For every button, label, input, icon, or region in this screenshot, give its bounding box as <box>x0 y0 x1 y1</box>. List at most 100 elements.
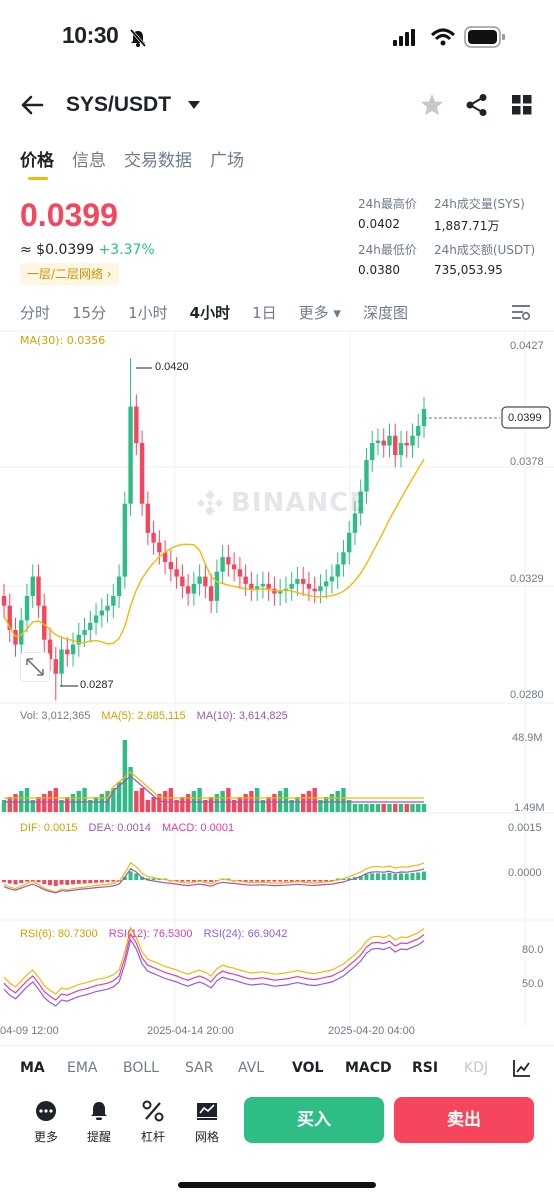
current-price-tag: 0.0399 <box>508 412 542 424</box>
interval-time[interactable]: 分时 <box>20 304 51 322</box>
volume-bar <box>197 788 202 812</box>
low-value: 0.0380 <box>358 263 400 277</box>
volume-bar <box>231 800 237 812</box>
indicator-vol[interactable]: VOL <box>292 1060 324 1076</box>
macd-bar <box>243 880 248 882</box>
candle-body <box>19 620 24 645</box>
indicator-macd[interactable]: MACD <box>345 1060 392 1076</box>
alert-bell-icon[interactable] <box>88 1100 110 1122</box>
interval-15m[interactable]: 15分 <box>72 304 107 322</box>
candle-body <box>237 569 243 577</box>
vol-ma5-line <box>4 771 424 799</box>
macd-value: MACD: 0.0001 <box>161 822 235 834</box>
macd-bar <box>295 880 300 882</box>
interval-1d[interactable]: 1日 <box>252 304 277 322</box>
macd-bar <box>306 880 311 882</box>
candle-body <box>82 630 87 635</box>
indicator-kdj[interactable]: KDJ <box>464 1060 489 1076</box>
indicator-boll[interactable]: BOLL <box>123 1060 159 1076</box>
vol-ma10-line <box>4 775 424 803</box>
indicator-avl[interactable]: AVL <box>238 1060 265 1076</box>
volume-bar <box>300 794 306 812</box>
indicator-ema[interactable]: EMA <box>67 1060 98 1076</box>
time-axis-3: 2025-04-20 04:00 <box>328 1025 415 1037</box>
low-marker: 0.0287 <box>80 679 114 691</box>
expand-chart-button[interactable] <box>20 652 50 682</box>
macd-bar <box>151 878 156 880</box>
vol-ma10: MA(10): 3,614,825 <box>196 710 288 722</box>
volume-bar <box>88 800 93 812</box>
pair-title[interactable]: SYS/USDT <box>66 93 172 116</box>
candle-body <box>76 634 81 645</box>
indicator-rsi[interactable]: RSI <box>412 1060 439 1076</box>
tab-price[interactable]: 价格 <box>20 151 54 171</box>
indicator-ma[interactable]: MA <box>20 1060 45 1076</box>
macd-bar <box>76 880 81 884</box>
tab-info[interactable]: 信息 <box>72 151 106 171</box>
volume-bar <box>272 794 277 812</box>
macd-bar <box>94 880 99 883</box>
volume-bar <box>237 797 243 812</box>
interval-4h[interactable]: 4小时 <box>189 304 231 322</box>
page-tabs: 价格 信息 交易数据 广场 <box>20 146 244 178</box>
leverage-icon[interactable] <box>142 1100 164 1122</box>
candle-body <box>185 586 191 594</box>
macd-bar <box>255 880 260 882</box>
candle-body <box>266 583 271 589</box>
macd-bar <box>318 880 323 882</box>
top-bar: SYS/USDT <box>0 82 554 128</box>
indicator-sar[interactable]: SAR <box>185 1060 214 1076</box>
sell-button[interactable]: 卖出 <box>394 1097 534 1143</box>
candle-body <box>36 576 41 606</box>
chart-settings-icon[interactable] <box>511 303 531 321</box>
rsi12-label: RSI(12): 76.5300 <box>108 928 193 940</box>
caret-down-icon[interactable] <box>187 100 201 110</box>
macd-bar <box>191 880 196 882</box>
volume-bar <box>358 804 363 812</box>
leverage-label[interactable]: 杠杆 <box>140 1130 165 1144</box>
candle-body <box>208 586 214 601</box>
interval-more[interactable]: 更多 ▾ <box>298 304 341 322</box>
high-value: 0.0402 <box>358 217 400 231</box>
grid-label[interactable]: 网格 <box>194 1130 219 1144</box>
macd-bar <box>71 880 76 885</box>
candle-body <box>358 491 363 514</box>
favorite-star-icon[interactable] <box>420 93 444 117</box>
volume-bar <box>260 800 266 812</box>
home-indicator <box>178 1182 376 1188</box>
candle-body <box>387 435 392 446</box>
indicator-settings-icon[interactable] <box>512 1058 532 1078</box>
price-axis-2: 0.0378 <box>510 456 544 468</box>
rsi-axis-mid: 50.0 <box>522 978 544 990</box>
grid-bot-icon[interactable] <box>196 1100 218 1122</box>
macd-bar <box>381 873 386 880</box>
grid-menu-icon[interactable] <box>512 95 532 115</box>
network-badge[interactable]: 一层/二层网络 › <box>20 263 119 285</box>
last-price: 0.0399 <box>20 197 118 233</box>
volume-bar <box>381 804 386 812</box>
volume-bar <box>36 797 41 812</box>
buy-button[interactable]: 买入 <box>244 1097 384 1143</box>
volume-bar <box>99 794 105 812</box>
more-icon[interactable] <box>35 1100 57 1122</box>
volume-value: 1,887.71万 <box>434 219 500 233</box>
candle-body <box>231 564 237 570</box>
tab-trading-data[interactable]: 交易数据 <box>124 151 192 171</box>
candle-body <box>260 583 266 587</box>
macd-axis-top: 0.0015 <box>508 822 542 834</box>
chart-canvas[interactable] <box>0 330 554 1026</box>
candle-body <box>404 443 409 446</box>
interval-1h[interactable]: 1小时 <box>128 304 168 322</box>
tab-square[interactable]: 广场 <box>210 151 244 171</box>
candle-body <box>306 583 312 589</box>
macd-bar <box>53 880 58 886</box>
volume-bar <box>7 797 12 812</box>
candle-body <box>335 564 340 577</box>
more-label[interactable]: 更多 <box>33 1130 58 1144</box>
back-arrow-icon[interactable] <box>20 94 44 116</box>
volume-bar <box>226 788 231 812</box>
macd-bar <box>422 871 426 880</box>
share-icon[interactable] <box>465 93 489 117</box>
interval-depth[interactable]: 深度图 <box>362 304 408 322</box>
alert-label[interactable]: 提醒 <box>86 1130 111 1144</box>
